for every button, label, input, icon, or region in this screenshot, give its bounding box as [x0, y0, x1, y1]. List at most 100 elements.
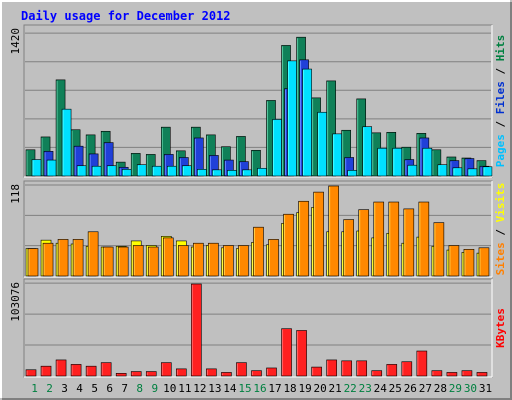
bar-sites-day-19: [298, 200, 309, 277]
bar-kbytes-day-20: [311, 366, 322, 377]
bar-sites-day-28: [433, 222, 445, 277]
y-axis-label: Pages / Files / Hits: [494, 35, 507, 168]
bar-pages-day-5: [91, 165, 102, 177]
y-axis-label-segment: /: [494, 61, 507, 81]
bar-sites-day-25: [388, 201, 400, 277]
bar-sites-day-12: [193, 242, 204, 277]
x-tick-label-day-14: 14: [223, 382, 237, 395]
bar-sites-day-20: [313, 191, 324, 277]
bar-hits-day-16: [251, 149, 261, 177]
bar-kbytes-day-8: [130, 371, 142, 377]
bar-kbytes-day-1: [25, 369, 37, 377]
bar-kbytes-day-21: [326, 359, 337, 377]
bar-kbytes-day-10: [160, 362, 172, 377]
bar-kbytes-day-6: [100, 362, 112, 377]
bar-pages-day-3: [61, 108, 72, 177]
bar-pages-day-20: [317, 111, 327, 177]
bar-sites-day-16: [253, 226, 264, 277]
bar-sites-day-21: [328, 185, 339, 277]
bar-pages-day-26: [407, 164, 418, 177]
y-axis-label-segment: Hits: [494, 35, 507, 62]
x-tick-label-day-27: 27: [419, 382, 432, 395]
bar-kbytes-day-13: [206, 368, 217, 377]
bar-pages-day-28: [437, 164, 448, 177]
bar-sites-day-29: [448, 245, 460, 277]
bar-sites-day-15: [238, 245, 249, 277]
bar-sites-day-9: [147, 246, 159, 277]
bar-pages-day-25: [392, 147, 403, 177]
bar-pages-day-11: [182, 165, 192, 177]
x-tick-label-day-21: 21: [329, 382, 342, 395]
bar-sites-day-23: [358, 209, 370, 277]
x-tick-label-day-28: 28: [434, 382, 447, 395]
bar-sites-day-8: [132, 245, 144, 277]
bar-kbytes-day-3: [55, 359, 67, 377]
bar-kbytes-day-14: [221, 372, 232, 377]
x-tick-label-day-6: 6: [106, 382, 113, 395]
bar-sites-day-24: [373, 201, 385, 277]
bar-kbytes-day-23: [356, 360, 368, 377]
bar-kbytes-day-15: [236, 362, 247, 377]
bar-pages-day-23: [362, 126, 373, 177]
bar-pages-day-14: [227, 170, 237, 177]
panel-kbytes: 103076 KBytes: [9, 278, 507, 378]
bar-kbytes-day-30: [461, 370, 473, 377]
bar-kbytes-day-16: [251, 370, 262, 377]
bar-sites-day-14: [223, 245, 234, 277]
bar-pages-day-22: [347, 170, 357, 177]
bar-pages-day-19: [302, 68, 312, 177]
bar-kbytes-day-22: [341, 360, 352, 377]
bar-kbytes-day-2: [40, 365, 52, 377]
bar-kbytes-day-7: [115, 373, 127, 377]
y-axis-label: KBytes: [494, 308, 507, 348]
y-axis-label-segment: Sites: [494, 242, 507, 275]
bar-pages-day-10: [166, 165, 177, 177]
bar-sites-day-5: [87, 231, 99, 277]
x-tick-label-day-18: 18: [283, 382, 296, 395]
x-tick-label-day-19: 19: [298, 382, 311, 395]
bar-sites-day-31: [478, 247, 490, 277]
bar-sites-day-13: [208, 242, 219, 277]
y-axis-label-segment: KBytes: [494, 308, 507, 348]
x-tick-label-day-20: 20: [314, 382, 327, 395]
x-tick-label-day-9: 9: [151, 382, 158, 395]
bar-kbytes-day-12: [191, 283, 202, 377]
bar-pages-day-16: [257, 167, 267, 177]
x-tick-label-day-31: 31: [479, 382, 492, 395]
bar-sites-day-2: [42, 242, 54, 277]
bar-pages-day-9: [151, 165, 162, 177]
bar-pages-day-31: [482, 166, 493, 177]
bar-sites-day-30: [463, 249, 475, 277]
bar-kbytes-day-26: [401, 361, 413, 377]
bar-kbytes-day-18: [281, 328, 292, 377]
bar-pages-day-13: [212, 169, 222, 177]
x-tick-label-day-12: 12: [193, 382, 206, 395]
bar-kbytes-day-19: [296, 330, 307, 377]
y-max-label: 103076: [9, 282, 22, 322]
bar-kbytes-day-28: [431, 370, 443, 377]
bar-pages-day-27: [422, 147, 433, 177]
bar-sites-day-10: [162, 237, 174, 277]
chart-title: Daily usage for December 2012: [21, 9, 231, 23]
bar-sites-day-1: [27, 248, 39, 277]
x-tick-label-day-24: 24: [374, 382, 388, 395]
x-tick-label-day-26: 26: [404, 382, 417, 395]
x-tick-label-day-10: 10: [163, 382, 176, 395]
x-tick-label-day-25: 25: [389, 382, 402, 395]
bar-sites-day-4: [72, 239, 84, 277]
bar-sites-day-11: [178, 245, 189, 277]
x-tick-label-day-29: 29: [449, 382, 462, 395]
bar-pages-day-18: [287, 60, 297, 177]
bar-sites-day-3: [57, 239, 69, 277]
bar-pages-day-30: [467, 168, 478, 177]
bar-pages-day-2: [46, 159, 57, 177]
bar-pages-day-29: [452, 167, 463, 177]
bar-sites-day-18: [283, 213, 294, 277]
bar-pages-day-8: [136, 164, 147, 177]
bar-kbytes-day-29: [446, 372, 458, 377]
y-axis-label-segment: Files: [494, 81, 507, 114]
